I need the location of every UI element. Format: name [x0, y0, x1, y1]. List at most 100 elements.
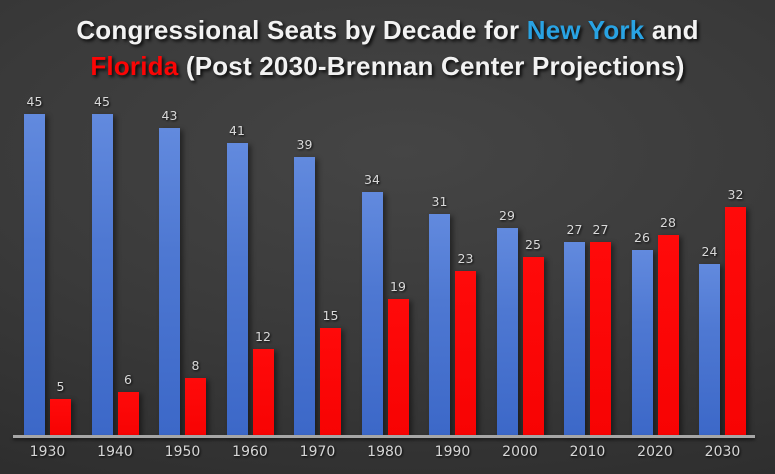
bar-value-label: 45 — [26, 94, 43, 109]
florida-bar — [455, 271, 476, 435]
title-text-segment: Congressional Seats by Decade for — [76, 15, 527, 45]
bar-column: 19 — [387, 279, 409, 435]
bar-value-label: 12 — [255, 329, 271, 344]
new-york-bar — [429, 214, 450, 435]
x-axis-tick-label: 1950 — [164, 444, 201, 460]
bar-group-2000: 29 25 — [496, 208, 544, 435]
bar-group-1930: 45 5 — [24, 94, 71, 435]
new-york-bar — [226, 143, 248, 435]
bar-group-1960: 41 12 — [226, 123, 274, 435]
bar-column: 45 — [91, 94, 113, 435]
bar-value-label: 31 — [431, 194, 448, 209]
bar-value-label: 29 — [499, 208, 515, 223]
new-york-bar — [294, 157, 315, 435]
new-york-bar — [91, 114, 113, 435]
x-axis-labels: 1930 1940 1950 1960 1970 1980 1990 2000 2010 2020… — [24, 444, 746, 460]
new-york-bar — [631, 250, 653, 435]
bar-value-label: 26 — [634, 230, 650, 245]
florida-bar — [725, 207, 746, 435]
bar-column: 29 — [496, 208, 518, 435]
title-florida-text: Florida — [90, 51, 179, 81]
bar-column: 41 — [226, 123, 248, 435]
bar-column: 23 — [455, 251, 476, 435]
bar-value-label: 27 — [566, 222, 583, 237]
chart-title-line-1: Congressional Seats by Decade for New Yo… — [0, 12, 775, 48]
chart-title-line-2: Florida (Post 2030-Brennan Center Projec… — [0, 48, 775, 84]
x-axis-tick-label: 2030 — [704, 444, 741, 460]
bar-column: 6 — [117, 372, 139, 435]
bar-value-label: 32 — [727, 187, 744, 202]
x-axis-tick-label: 1930 — [29, 444, 66, 460]
x-axis-tick-label: 1960 — [232, 444, 268, 460]
bar-value-label: 27 — [592, 222, 609, 237]
bar-column: 32 — [725, 187, 746, 435]
bar-column: 39 — [294, 137, 315, 435]
bar-column: 15 — [320, 308, 341, 435]
bar-column: 26 — [631, 230, 653, 435]
new-york-bar — [24, 114, 45, 435]
new-york-bar — [159, 128, 180, 435]
bar-column: 25 — [522, 237, 544, 435]
florida-bar — [252, 349, 274, 435]
bar-column: 43 — [159, 108, 180, 435]
x-axis-tick-label: 1990 — [434, 444, 471, 460]
bar-column: 27 — [590, 222, 611, 435]
x-axis-tick-label: 2000 — [502, 444, 538, 460]
bar-value-label: 5 — [56, 379, 65, 394]
title-new-york-text: New York — [526, 15, 645, 45]
bar-column: 34 — [361, 172, 383, 435]
bar-value-label: 19 — [390, 279, 406, 294]
x-axis-tick-label: 2020 — [637, 444, 673, 460]
bar-value-label: 41 — [229, 123, 245, 138]
florida-bar — [657, 235, 679, 435]
florida-bar — [185, 378, 206, 435]
title-text-segment: and — [644, 15, 699, 45]
bar-value-label: 15 — [322, 308, 339, 323]
bar-value-label: 45 — [94, 94, 110, 109]
bar-group-1940: 45 6 — [91, 94, 139, 435]
bar-column: 8 — [185, 358, 206, 435]
bar-column: 45 — [24, 94, 45, 435]
florida-bar — [50, 399, 71, 435]
x-axis-tick-label: 1940 — [97, 444, 133, 460]
bar-column: 28 — [657, 215, 679, 435]
bar-group-2030: 24 32 — [699, 187, 746, 435]
bar-column: 5 — [50, 379, 71, 435]
bar-column: 27 — [564, 222, 585, 435]
chart-title: Congressional Seats by Decade for New Yo… — [0, 12, 775, 84]
bar-value-label: 23 — [457, 251, 474, 266]
x-axis-tick-label: 1980 — [367, 444, 403, 460]
new-york-bar — [361, 192, 383, 435]
florida-bar — [522, 257, 544, 435]
bar-group-1950: 43 8 — [159, 108, 206, 435]
bar-value-label: 6 — [124, 372, 132, 387]
new-york-bar — [699, 264, 720, 435]
bar-value-label: 34 — [364, 172, 380, 187]
bar-column: 31 — [429, 194, 450, 435]
bar-value-label: 39 — [296, 137, 313, 152]
florida-bar — [117, 392, 139, 435]
bar-value-label: 25 — [525, 237, 541, 252]
new-york-bar — [496, 228, 518, 435]
bar-value-label: 28 — [660, 215, 676, 230]
x-axis-tick-label: 2010 — [569, 444, 606, 460]
x-axis-line — [13, 435, 755, 438]
bar-group-2020: 26 28 — [631, 215, 679, 435]
bar-value-label: 24 — [701, 244, 718, 259]
bar-group-1990: 31 23 — [429, 194, 476, 435]
bar-column: 12 — [252, 329, 274, 435]
title-text-segment: (Post 2030-Brennan Center Projections) — [178, 51, 685, 81]
bar-value-label: 43 — [161, 108, 178, 123]
bar-value-label: 8 — [191, 358, 200, 373]
bar-group-1970: 39 15 — [294, 137, 341, 435]
florida-bar — [387, 299, 409, 435]
plot-area: 45 5 45 6 43 8 41 12 39 15 34 19 31 23 29 25 27 27 26 28 24 3… — [24, 55, 746, 435]
x-axis-tick-label: 1970 — [299, 444, 336, 460]
new-york-bar — [564, 242, 585, 435]
bar-column: 24 — [699, 244, 720, 435]
florida-bar — [320, 328, 341, 435]
bar-group-1980: 34 19 — [361, 172, 409, 435]
bar-group-2010: 27 27 — [564, 222, 611, 435]
florida-bar — [590, 242, 611, 435]
